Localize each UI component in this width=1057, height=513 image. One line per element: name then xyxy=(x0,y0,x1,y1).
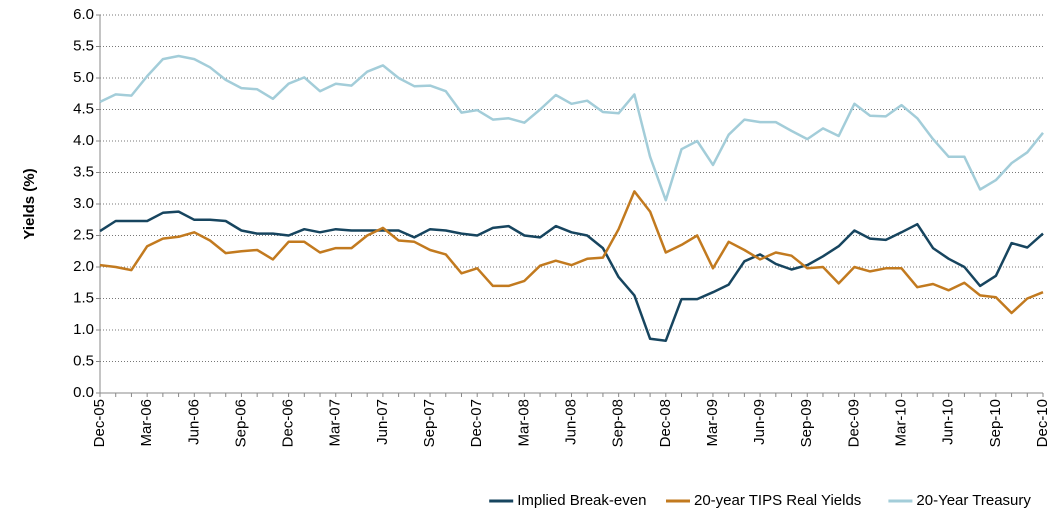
y-tick-label: 3.0 xyxy=(73,195,94,212)
y-axis-label: Yields (%) xyxy=(21,168,38,239)
x-tick-label: Dec-06 xyxy=(280,399,297,447)
y-tick-label: 4.5 xyxy=(73,100,94,117)
x-tick-label: Jun-10 xyxy=(940,399,957,445)
x-tick-label: Mar-09 xyxy=(704,399,721,447)
y-tick-label: 1.5 xyxy=(73,289,94,306)
legend-label: Implied Break-even xyxy=(517,492,646,509)
x-tick-label: Sep-10 xyxy=(987,399,1004,447)
x-tick-label: Sep-09 xyxy=(798,399,815,447)
x-tick-label: Mar-08 xyxy=(515,399,532,447)
x-tick-label: Sep-07 xyxy=(421,399,438,447)
y-tick-label: 2.0 xyxy=(73,258,94,275)
x-tick-label: Sep-06 xyxy=(232,399,249,447)
x-tick-label: Dec-08 xyxy=(657,399,674,447)
x-tick-label: Jun-06 xyxy=(185,399,202,445)
y-tick-label: 1.0 xyxy=(73,321,94,338)
x-tick-label: Sep-08 xyxy=(610,399,627,447)
y-tick-label: 6.0 xyxy=(73,6,94,23)
y-tick-label: 2.5 xyxy=(73,226,94,243)
series-line xyxy=(99,210,1044,342)
x-tick-label: Jun-08 xyxy=(562,399,579,445)
x-tick-label: Dec-10 xyxy=(1034,399,1051,447)
x-tick-label: Jun-07 xyxy=(374,399,391,445)
x-tick-label: Mar-06 xyxy=(138,399,155,447)
legend-label: 20-year TIPS Real Yields xyxy=(694,492,861,509)
x-tick-label: Dec-09 xyxy=(845,399,862,447)
y-tick-label: 0.0 xyxy=(73,384,94,401)
y-tick-label: 0.5 xyxy=(73,352,94,369)
legend-label: 20-Year Treasury xyxy=(916,492,1031,509)
y-tick-label: 5.5 xyxy=(73,37,94,54)
x-tick-label: Mar-07 xyxy=(327,399,344,447)
y-tick-label: 5.0 xyxy=(73,69,94,86)
x-tick-label: Dec-05 xyxy=(91,399,108,447)
x-tick-label: Jun-09 xyxy=(751,399,768,445)
series-line xyxy=(99,190,1044,315)
x-tick-label: Dec-07 xyxy=(468,399,485,447)
y-tick-label: 4.0 xyxy=(73,132,94,149)
series-line xyxy=(99,54,1044,202)
x-tick-label: Mar-10 xyxy=(893,399,910,447)
y-tick-label: 3.5 xyxy=(73,163,94,180)
